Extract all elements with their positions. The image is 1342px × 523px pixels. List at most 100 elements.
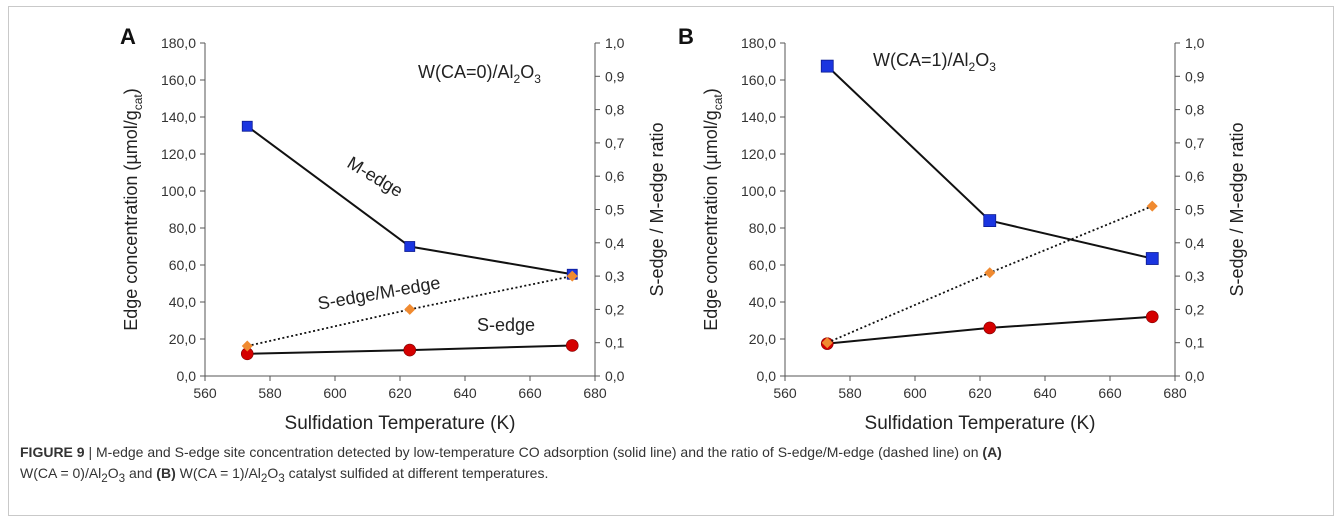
right-tick-label: 0,1 bbox=[1185, 335, 1205, 351]
left-tick-label: 40,0 bbox=[169, 294, 196, 310]
marker-circle bbox=[403, 343, 417, 357]
marker-diamond bbox=[984, 267, 996, 279]
left-tick-label: 20,0 bbox=[169, 331, 196, 347]
marker-circle bbox=[1145, 310, 1159, 324]
right-tick-label: 0,8 bbox=[1185, 102, 1205, 118]
left-tick-label: 0,0 bbox=[757, 368, 777, 384]
sample-annotation: W(CA=0)/Al2O3 bbox=[418, 62, 541, 86]
left-tick-label: 120,0 bbox=[161, 146, 196, 162]
x-tick-label: 620 bbox=[968, 385, 992, 401]
x-tick-label: 680 bbox=[1163, 385, 1187, 401]
right-tick-label: 0,6 bbox=[1185, 168, 1205, 184]
right-tick-label: 0,8 bbox=[605, 102, 625, 118]
chart-panel-a: 0,0 20,0 40,0 60,0 80,0 100,0 120,0 140,0 160,0 1… bbox=[120, 24, 667, 434]
caption-text-6: O bbox=[267, 465, 279, 481]
left-tick-label: 80,0 bbox=[169, 220, 196, 236]
right-tick-label: 0,1 bbox=[605, 335, 625, 351]
caption-tag-b: (B) bbox=[156, 465, 176, 481]
x-tick-label: 660 bbox=[1098, 385, 1122, 401]
right-tick-label: 1,0 bbox=[1185, 35, 1205, 51]
marker-diamond bbox=[1146, 200, 1158, 212]
marker-circle bbox=[983, 321, 997, 335]
x-tick-label: 640 bbox=[1033, 385, 1057, 401]
right-tick-label: 0,5 bbox=[1185, 202, 1205, 218]
x-tick-label: 660 bbox=[518, 385, 542, 401]
right-tick-label: 0,2 bbox=[1185, 301, 1205, 317]
right-tick-label: 0,5 bbox=[605, 202, 625, 218]
series-label: S-edge/M-edge bbox=[316, 272, 442, 313]
right-tick-label: 0,7 bbox=[605, 135, 625, 151]
right-tick-label: 0,0 bbox=[605, 368, 625, 384]
chart-panel-b: 0,0 20,0 40,0 60,0 80,0 100,0 120,0 140,0 160,0 1… bbox=[678, 24, 1247, 434]
caption-text-5: W(CA = 1)/Al bbox=[175, 465, 261, 481]
left-tick-label: 100,0 bbox=[161, 183, 196, 199]
marker-diamond bbox=[566, 270, 578, 282]
left-tick-label: 120,0 bbox=[741, 146, 776, 162]
left-tick-label: 20,0 bbox=[749, 331, 776, 347]
right-tick-label: 0,0 bbox=[1185, 368, 1205, 384]
left-tick-label: 160,0 bbox=[741, 72, 776, 88]
caption-sub-4: 3 bbox=[278, 471, 285, 485]
x-tick-label: 680 bbox=[583, 385, 607, 401]
right-tick-label: 0,9 bbox=[605, 68, 625, 84]
left-tick-label: 0,0 bbox=[177, 368, 197, 384]
series-label: S-edge bbox=[477, 315, 535, 335]
caption-separator: | bbox=[84, 444, 96, 460]
sample-annotation: W(CA=1)/Al2O3 bbox=[873, 50, 996, 74]
left-tick-label: 180,0 bbox=[741, 35, 776, 51]
right-tick-label: 0,4 bbox=[605, 235, 625, 251]
left-tick-label: 160,0 bbox=[161, 72, 196, 88]
marker-diamond bbox=[821, 337, 833, 349]
right-tick-label: 0,3 bbox=[605, 268, 625, 284]
x-tick-label: 640 bbox=[453, 385, 477, 401]
left-tick-label: 100,0 bbox=[741, 183, 776, 199]
right-tick-label: 0,6 bbox=[605, 168, 625, 184]
marker-square bbox=[404, 241, 416, 252]
left-tick-label: 180,0 bbox=[161, 35, 196, 51]
right-tick-label: 0,3 bbox=[1185, 268, 1205, 284]
left-tick-label: 40,0 bbox=[749, 294, 776, 310]
panel-letter: A bbox=[120, 24, 136, 49]
panel-letter: B bbox=[678, 24, 694, 49]
caption-text-3: O bbox=[107, 465, 119, 481]
x-axis-title: Sulfidation Temperature (K) bbox=[865, 413, 1096, 434]
marker-square bbox=[820, 59, 834, 73]
x-tick-label: 580 bbox=[258, 385, 282, 401]
marker-circle bbox=[565, 339, 579, 352]
x-tick-label: 620 bbox=[388, 385, 412, 401]
caption-tag-a: (A) bbox=[982, 444, 1002, 460]
y-axis-left-title: Edge concentration (µmol/gcat) bbox=[121, 88, 145, 331]
x-tick-label: 580 bbox=[838, 385, 862, 401]
marker-diamond bbox=[241, 340, 253, 352]
left-tick-label: 80,0 bbox=[749, 220, 776, 236]
caption-text-1: M-edge and S-edge site concentration det… bbox=[96, 444, 983, 460]
left-tick-label: 60,0 bbox=[169, 257, 196, 273]
x-tick-label: 560 bbox=[193, 385, 217, 401]
series-line-m-edge bbox=[246, 125, 573, 276]
series-label: M-edge bbox=[344, 153, 407, 202]
right-tick-label: 1,0 bbox=[605, 35, 625, 51]
left-tick-label: 60,0 bbox=[749, 257, 776, 273]
caption-text-4: and bbox=[125, 465, 157, 481]
caption-figure-label: FIGURE 9 bbox=[20, 444, 85, 460]
x-tick-label: 560 bbox=[773, 385, 797, 401]
figure-frame bbox=[8, 6, 1334, 516]
marker-square bbox=[983, 214, 997, 228]
series-line-series-0 bbox=[826, 65, 1153, 260]
right-tick-label: 0,7 bbox=[1185, 135, 1205, 151]
marker-square bbox=[241, 120, 253, 132]
caption-sub-3: 2 bbox=[260, 471, 268, 485]
caption-sub-1: 2 bbox=[101, 471, 108, 485]
y-axis-right-title: S-edge / M-edge ratio bbox=[1227, 122, 1247, 296]
left-tick-label: 140,0 bbox=[161, 109, 196, 125]
caption-text-7: catalyst sulfided at different temperatu… bbox=[284, 465, 549, 481]
caption-text-2: W(CA = 0)/Al bbox=[20, 465, 102, 481]
figure-caption: FIGURE 9 | M-edge and S-edge site concen… bbox=[20, 442, 1320, 489]
right-tick-label: 0,4 bbox=[1185, 235, 1205, 251]
x-tick-label: 600 bbox=[323, 385, 347, 401]
caption-sub-2: 3 bbox=[118, 471, 126, 485]
right-tick-label: 0,9 bbox=[1185, 68, 1205, 84]
figure-charts: 0,0 20,0 40,0 60,0 80,0 100,0 120,0 140,0 160,0 1… bbox=[120, 24, 1247, 434]
x-tick-label: 600 bbox=[903, 385, 927, 401]
y-axis-left-title: Edge concentration (µmol/gcat) bbox=[701, 88, 725, 331]
